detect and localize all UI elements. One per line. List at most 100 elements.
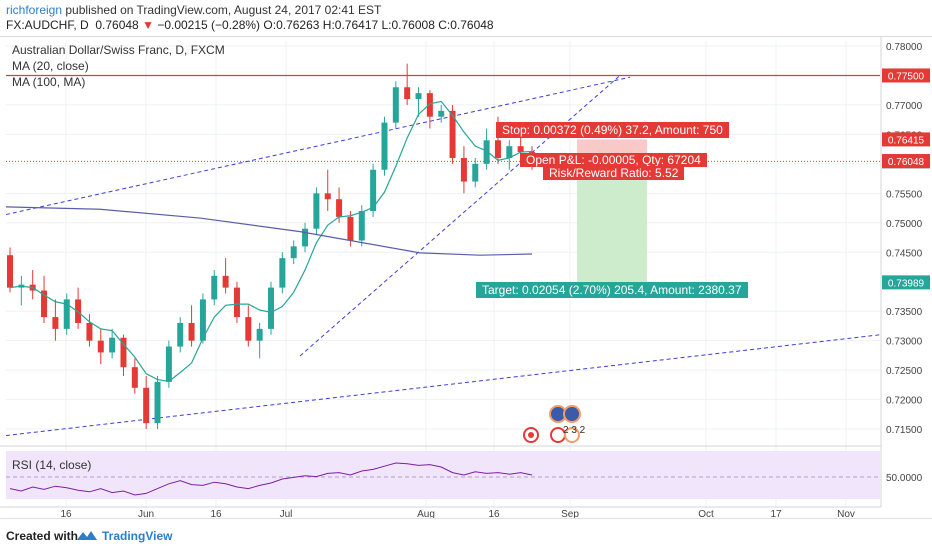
price-tag-box <box>882 275 930 290</box>
event-markers: 2 3 2 <box>523 405 586 443</box>
candle-body <box>404 87 411 100</box>
candle-body <box>290 246 297 259</box>
legend-rsi: RSI (14, close) <box>12 458 92 472</box>
pnl-label: Open P&L: -0.00005, Qty: 67204 <box>520 153 707 167</box>
time-tick-label: Aug <box>417 509 435 519</box>
event-count-label: 2 3 2 <box>563 425 586 436</box>
last-price: 0.76048 <box>95 18 139 32</box>
candle-body <box>120 337 127 368</box>
time-tick-label: Nov <box>837 509 855 519</box>
candle-body <box>494 140 501 158</box>
price-tag-box <box>882 132 930 147</box>
candle-body <box>358 211 365 241</box>
candle-body <box>177 322 184 347</box>
price-tick-label: 0.73500 <box>886 307 923 318</box>
target-zone <box>577 161 647 283</box>
candle-body <box>211 275 218 300</box>
candle-body <box>63 299 70 329</box>
candle-body <box>233 287 240 318</box>
candle-body <box>41 290 48 318</box>
candle-body <box>199 299 206 341</box>
candle-body <box>324 193 331 200</box>
time-tick-label: Jun <box>138 509 154 519</box>
candle-body <box>131 367 138 388</box>
risk-reward-label: Risk/Reward Ratio: 5.52 <box>543 166 685 180</box>
candle-body <box>52 317 59 329</box>
candle-body <box>415 93 422 100</box>
price-tick-label: 0.72000 <box>886 396 923 407</box>
price-tag-box <box>882 154 930 169</box>
tradingview-brand-link[interactable]: TradingView <box>102 529 173 543</box>
publication-line: richforeign published on TradingView.com… <box>6 3 381 17</box>
published-text: published on TradingView.com, August 24,… <box>65 3 382 17</box>
candle-body <box>109 337 116 353</box>
price-tag-label: 0.73989 <box>888 278 925 289</box>
legend-title: Australian Dollar/Swiss Franc, D, FXCM <box>12 43 225 57</box>
price-tick-label: 0.72500 <box>886 366 923 377</box>
price-tag-label: 0.76415 <box>888 135 925 146</box>
event-flag-icon <box>528 432 534 438</box>
candle-body <box>370 169 377 212</box>
australia-flag-icon <box>563 405 581 423</box>
candle-body <box>426 93 433 117</box>
symbol-label: FX:AUDCHF, D <box>6 18 89 32</box>
legend-ma100: MA (100, MA) <box>12 75 86 89</box>
chart-area[interactable]: 0.780000.770000.765000.760000.755000.750… <box>0 36 932 519</box>
tradingview-logo-icon <box>77 531 97 540</box>
created-with-text: Created with <box>6 529 79 543</box>
candle-body <box>472 163 479 182</box>
price-tag-box <box>882 68 930 83</box>
time-tick-label: Jul <box>280 509 293 519</box>
candle-body <box>154 381 161 424</box>
time-tick-label: 16 <box>210 509 222 519</box>
rsi-tick-label: 50.0000 <box>886 473 923 484</box>
price-change: −0.00215 (−0.28%) <box>157 18 261 32</box>
candle-body <box>381 122 388 170</box>
author-link[interactable]: richforeign <box>6 3 63 17</box>
candle-body <box>188 322 195 341</box>
price-axis: 0.780000.770000.765000.760000.755000.750… <box>886 42 923 436</box>
price-chart[interactable]: 0.780000.770000.765000.760000.755000.750… <box>0 37 932 519</box>
target-label: Target: 0.02054 (2.70%) 205.4, Amount: 2… <box>476 282 748 298</box>
time-axis: 16 Jun 16 Jul Aug 16 Sep Oct 17 Nov <box>60 509 854 519</box>
candle-body <box>86 322 93 341</box>
event-marker-icon <box>564 427 580 443</box>
candle-body <box>268 287 274 329</box>
candle-body <box>222 275 229 288</box>
footer: Created with TradingView <box>0 518 932 550</box>
price-tick-label: 0.77000 <box>886 101 923 112</box>
time-tick-label: 16 <box>488 509 500 519</box>
candle-body <box>97 340 104 353</box>
candle-body <box>392 87 399 123</box>
down-arrow-icon: ▼ <box>142 18 154 32</box>
upper-trendline <box>5 76 631 216</box>
candle-body <box>336 199 343 217</box>
time-tick-label: Sep <box>561 509 579 519</box>
rsi-band <box>6 451 880 499</box>
candle-body <box>517 146 524 153</box>
price-tick-label: 0.71500 <box>886 425 923 436</box>
grid <box>6 41 880 507</box>
candle-body <box>245 317 252 341</box>
candle-body <box>279 258 286 288</box>
candle-body <box>302 228 309 247</box>
price-tick-label: 0.73000 <box>886 337 923 348</box>
candle-body <box>143 387 150 424</box>
price-tick-label: 0.78000 <box>886 42 923 53</box>
ma100-line <box>5 206 533 256</box>
candle-body <box>449 110 456 158</box>
candle-body <box>7 255 13 288</box>
candle-body <box>347 216 354 241</box>
candle-body <box>483 140 490 164</box>
quote-line: FX:AUDCHF, D 0.76048 ▼ −0.00215 (−0.28%)… <box>6 18 494 32</box>
rsi-line <box>9 462 533 496</box>
rising-support-trendline <box>299 75 621 357</box>
stop-label: Stop: 0.00372 (0.49%) 37.2, Amount: 750 <box>496 122 729 138</box>
price-tick-label: 0.75500 <box>886 189 923 200</box>
time-tick-label: Oct <box>698 509 714 519</box>
ohlc-values: O:0.76263 H:0.76417 L:0.76008 C:0.76048 <box>263 18 494 32</box>
price-tag-label: 0.76048 <box>888 157 925 168</box>
time-tick-label: 16 <box>60 509 72 519</box>
ma20-line <box>9 100 533 382</box>
